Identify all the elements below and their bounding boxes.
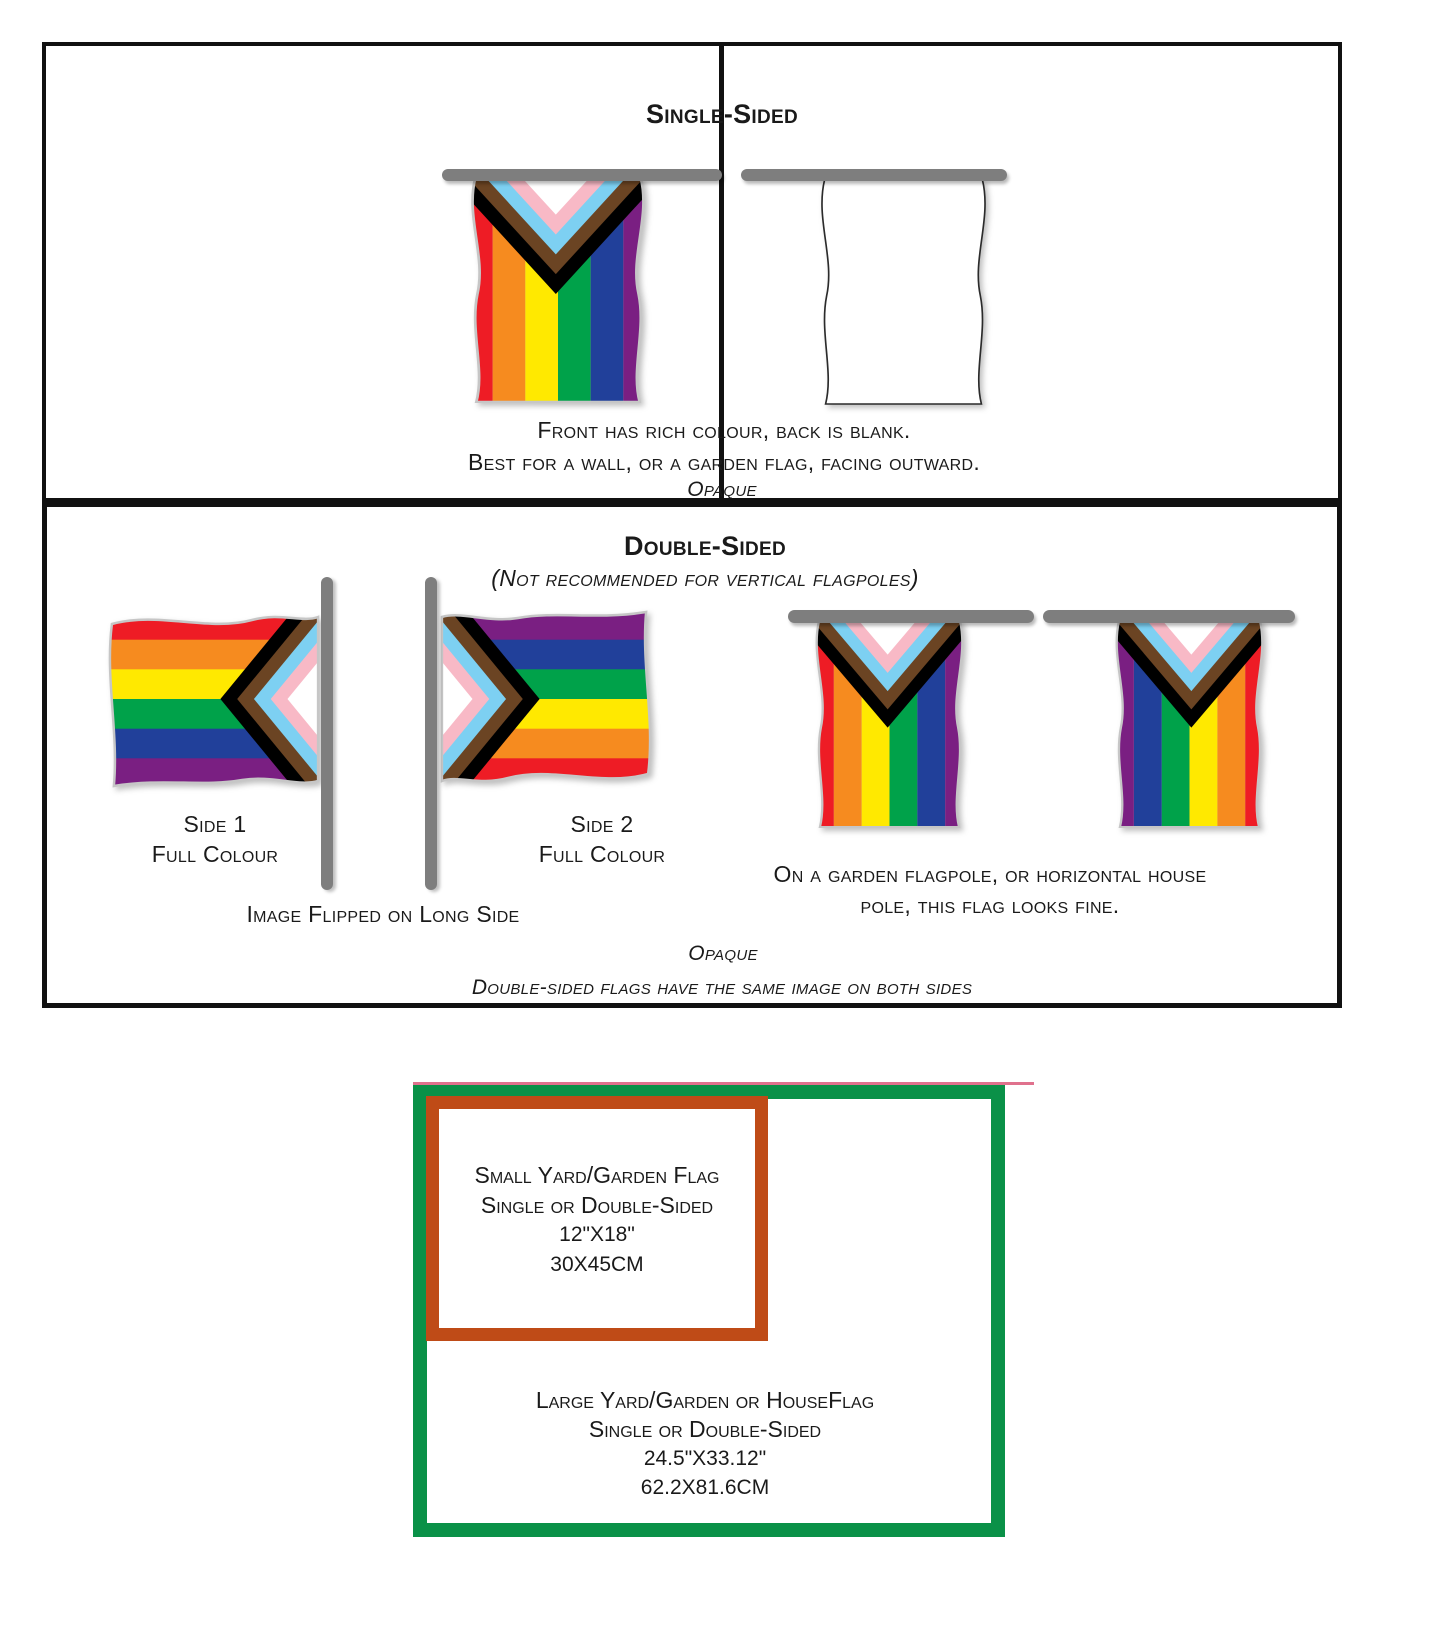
single-sided-finish-label: Opaque xyxy=(687,478,757,501)
large-flag-sides: Single or Double-Sided xyxy=(588,1416,822,1442)
side2-label: Side 2 xyxy=(570,811,634,837)
large-flag-size-box xyxy=(413,1085,1005,1537)
single-sided-note-line2: Best for a wall, or a garden flag, facin… xyxy=(467,449,981,475)
double-sided-side1-flag xyxy=(104,610,323,788)
single-sided-title: Single-Sided xyxy=(645,99,799,129)
side1-label: Side 1 xyxy=(183,811,247,837)
flagpole-garden-front xyxy=(788,610,1034,623)
single-sided-front-flag xyxy=(460,177,656,403)
same-image-note: Double-sided flags have the same image o… xyxy=(471,976,973,999)
garden-note-line2: pole, this flag looks fine. xyxy=(860,892,1120,918)
single-sided-note-line1: Front has rich colour, back is blank. xyxy=(537,417,911,443)
large-flag-name: Large Yard/Garden or HouseFlag xyxy=(535,1387,875,1413)
small-flag-sides: Single or Double-Sided xyxy=(480,1192,714,1218)
double-sided-side2-flag xyxy=(437,610,656,788)
garden-flag-back xyxy=(1106,620,1273,828)
single-sided-divider-line xyxy=(719,42,724,506)
flagpole-side2 xyxy=(425,577,437,890)
large-flag-size-inches: 24.5"X33.12" xyxy=(643,1447,767,1470)
double-sided-title: Double-Sided xyxy=(624,531,786,561)
flagpole-garden-back xyxy=(1043,610,1295,623)
large-flag-size-text: Large Yard/Garden or HouseFlag Single or… xyxy=(425,1386,985,1502)
flagpole-single-front xyxy=(442,169,722,181)
flagpole-single-back xyxy=(741,169,1007,181)
size-chart-accent-line xyxy=(413,1082,1034,1085)
flip-note: Image Flipped on Long Side xyxy=(246,901,520,927)
small-flag-size-cm: 30X45CM xyxy=(550,1253,644,1276)
single-sided-blank-back-flag xyxy=(821,179,986,405)
garden-note-line1: On a garden flagpole, or horizontal hous… xyxy=(773,861,1207,887)
double-sided-finish-label: Opaque xyxy=(688,942,758,965)
flagpole-side1 xyxy=(321,577,333,890)
small-flag-size-inches: 12"X18" xyxy=(559,1223,635,1246)
small-flag-name: Small Yard/Garden Flag xyxy=(474,1162,720,1188)
side2-sublabel: Full Colour xyxy=(538,841,666,867)
small-flag-size-box xyxy=(426,1096,768,1341)
small-flag-size-text: Small Yard/Garden Flag Single or Double-… xyxy=(446,1160,748,1280)
double-sided-subtitle: (Not recommended for vertical flagpoles) xyxy=(491,565,919,591)
side1-sublabel: Full Colour xyxy=(151,841,279,867)
garden-flag-front xyxy=(806,620,973,828)
large-flag-size-cm: 62.2X81.6CM xyxy=(640,1476,770,1499)
single-sided-section xyxy=(42,42,1342,502)
